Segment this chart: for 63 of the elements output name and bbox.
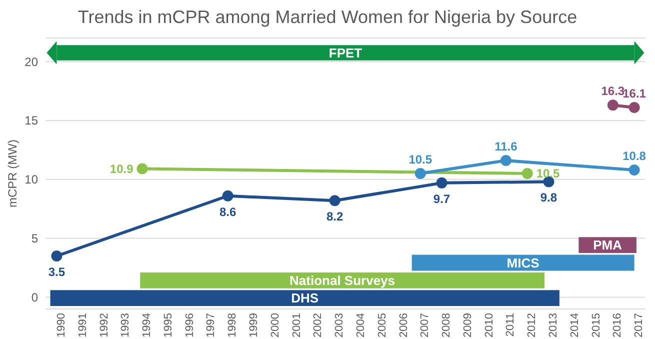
point — [414, 168, 426, 179]
data-label: 16.1 — [622, 86, 646, 101]
data-label: 9.7 — [433, 192, 450, 206]
point — [222, 190, 234, 202]
chart-title: Trends in mCPR among Married Women for Nigeria by Source — [76, 6, 578, 29]
data-label: 10.8 — [622, 148, 646, 163]
x-tick-label: 2002 — [312, 313, 324, 338]
x-tick-label: 1994 — [141, 313, 154, 338]
point — [628, 102, 640, 114]
point — [522, 168, 533, 179]
data-label: 10.5 — [408, 152, 432, 166]
x-tick-label: 2011 — [504, 313, 517, 337]
x-tick-label: 1993 — [120, 313, 132, 338]
data-label: 3.5 — [48, 264, 66, 279]
x-tick-label: 1992 — [98, 313, 110, 338]
band-label: National Surveys — [290, 273, 396, 288]
point — [500, 155, 512, 166]
x-tick-label: 2014 — [568, 313, 581, 338]
x-tick-label: 2012 — [526, 313, 538, 338]
data-label: 16.3 — [601, 84, 625, 98]
data-label: 10.5 — [536, 166, 560, 180]
band-label: FPET — [328, 45, 362, 60]
point — [607, 100, 618, 111]
x-tick-label: 2006 — [398, 313, 410, 338]
data-label: 10.9 — [110, 162, 134, 176]
x-tick-label: 2004 — [355, 313, 368, 338]
band-label: PMA — [593, 238, 623, 253]
y-tick-label: 20 — [24, 54, 38, 69]
x-tick-label: 2009 — [462, 313, 474, 338]
x-tick-label: 1990 — [56, 313, 68, 338]
x-tick-label: 2003 — [334, 313, 346, 338]
data-label: 8.2 — [326, 210, 344, 224]
y-tick-label: 10 — [24, 172, 38, 187]
x-tick-label: 2001 — [290, 313, 303, 338]
x-tick-label: 1997 — [205, 313, 218, 338]
point — [136, 163, 148, 174]
x-tick-label: 2017 — [633, 313, 646, 338]
x-tick-label: 2013 — [548, 313, 560, 338]
x-tick-label: 2015 — [590, 313, 602, 338]
y-tick-label: 5 — [31, 232, 38, 246]
data-label: 11.6 — [494, 140, 518, 154]
x-tick-label: 1996 — [184, 313, 196, 338]
x-tick-label: 1995 — [162, 313, 174, 338]
x-tick-label: 2005 — [376, 313, 388, 338]
point — [628, 164, 640, 176]
x-tick-label: 1991 — [76, 313, 89, 338]
data-label: 8.6 — [219, 204, 237, 219]
y-tick-label: 0 — [31, 290, 38, 304]
point — [329, 195, 340, 206]
y-axis-title: mCPR (MW) — [5, 140, 20, 208]
band-label: MICS — [506, 255, 540, 270]
data-label: 9.8 — [540, 190, 558, 205]
x-tick-label: 2016 — [612, 313, 624, 338]
y-tick-label: 15 — [24, 114, 38, 128]
x-tick-label: 2010 — [483, 313, 496, 338]
band-label: DHS — [291, 290, 319, 306]
x-tick-label: 1998 — [226, 313, 239, 338]
point — [436, 177, 448, 188]
x-tick-label: 2000 — [269, 313, 282, 338]
point — [51, 250, 62, 262]
x-tick-label: 1999 — [248, 313, 260, 338]
x-tick-label: 2008 — [440, 313, 453, 338]
x-tick-label: 2007 — [419, 313, 432, 338]
